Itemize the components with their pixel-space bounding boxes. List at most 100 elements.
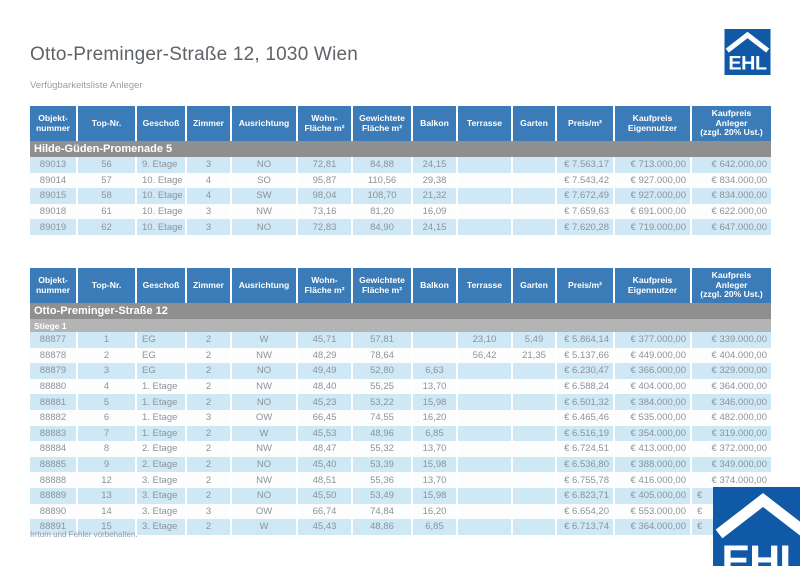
table-cell: 13 [78, 487, 137, 504]
table-cell: 66,45 [298, 409, 353, 426]
table-cell: 29,38 [413, 172, 458, 189]
table-cell: 16,20 [413, 409, 458, 426]
table-cell: SW [232, 188, 298, 204]
table-row: 89014 57 10. Etage 4 SO 95,87 110,56 29,38 € 7.5… [30, 172, 771, 189]
column-header: Gewichtete Fläche m² [353, 268, 413, 303]
table-cell: 3 [187, 157, 232, 173]
table-cell: 89014 [30, 172, 78, 189]
table-cell: 3. Etage [137, 487, 187, 504]
table-cell: € 339.000,00 [692, 332, 771, 348]
table-cell: 13,70 [413, 378, 458, 395]
table-cell: 88889 [30, 487, 78, 504]
table-cell: EG [137, 363, 187, 379]
table-cell: 24,15 [413, 219, 458, 235]
table-cell [458, 409, 513, 426]
table-cell: € 329.000,00 [692, 363, 771, 379]
table-cell: SO [232, 172, 298, 189]
table-cell: 48,96 [353, 425, 413, 442]
table-cell [513, 487, 557, 504]
table-cell: € 413.000,00 [615, 441, 692, 457]
table-cell: € 6.724,51 [557, 441, 615, 457]
table-cell: EG [137, 347, 187, 364]
table-cell [458, 172, 513, 189]
table-cell [513, 219, 557, 235]
table-cell: 84,88 [353, 157, 413, 173]
table-cell: 3 [187, 203, 232, 220]
table-row: 89015 58 10. Etage 4 SW 98,04 108,70 21,32 € 7.6… [30, 188, 771, 204]
table-cell: 16,20 [413, 503, 458, 520]
table-cell [413, 332, 458, 348]
column-header: Kaufpreis Anleger (zzgl. 20% Ust.) [692, 106, 771, 141]
column-header: Top-Nr. [78, 106, 137, 141]
table-cell: 56,42 [458, 347, 513, 364]
logo-text: EHL [722, 537, 800, 566]
column-header: Garten [513, 106, 557, 141]
table-cell: € 366.000,00 [615, 363, 692, 379]
table-cell: 5 [78, 394, 137, 410]
subsection-band: Stiege 1 [30, 319, 771, 332]
table-cell: € 388.000,00 [615, 456, 692, 473]
table-cell: 3 [187, 409, 232, 426]
table-cell [413, 347, 458, 364]
table-cell: 2. Etage [137, 441, 187, 457]
table-row: 89013 56 9. Etage 3 NO 72,81 84,88 24,15 € 7.563… [30, 157, 771, 173]
table-cell: 2 [187, 363, 232, 379]
table-row: 88879 3 EG 2 NO 49,49 52,80 6,63 € 6.230,47 € 366… [30, 363, 771, 379]
table-cell: € 449.000,00 [615, 347, 692, 364]
disclaimer-text: Irrtum und Fehler vorbehalten. [30, 530, 138, 539]
ehl-logo: EHL [724, 29, 771, 75]
table-cell: 72,81 [298, 157, 353, 173]
table-cell: 3 [187, 503, 232, 520]
table-cell: 52,80 [353, 363, 413, 379]
table-row: 88889 13 3. Etage 2 NO 45,50 53,49 15,98 € 6.823… [30, 487, 771, 504]
column-header: Zimmer [187, 106, 232, 141]
table-cell: € 7.620,28 [557, 219, 615, 235]
table-cell: NO [232, 157, 298, 173]
table-cell: EG [137, 332, 187, 348]
table-row: 88880 4 1. Etage 2 NW 48,40 55,25 13,70 € 6.588,… [30, 378, 771, 395]
table-row: 88883 7 1. Etage 2 W 45,53 48,96 6,85 € 6.516,19… [30, 425, 771, 442]
table-cell: NO [232, 394, 298, 410]
table-cell [513, 157, 557, 173]
table-cell [458, 456, 513, 473]
section-band-row: Otto-Preminger-Straße 12 [30, 303, 771, 319]
table-cell [513, 503, 557, 520]
table-cell: 88888 [30, 472, 78, 488]
table-cell [458, 157, 513, 173]
table-cell: 2 [187, 394, 232, 410]
column-header: Top-Nr. [78, 268, 137, 303]
table-cell: NO [232, 456, 298, 473]
table-cell: 13,70 [413, 472, 458, 488]
table-cell: 57 [78, 172, 137, 189]
table-row: 89018 61 10. Etage 3 NW 73,16 81,20 16,09 € 7.65… [30, 203, 771, 220]
table-cell: NO [232, 219, 298, 235]
table-cell: 89013 [30, 157, 78, 173]
table-cell: 88881 [30, 394, 78, 410]
table-cell: 15,98 [413, 394, 458, 410]
table-cell: € 405.000,00 [615, 487, 692, 504]
table-cell: 48,51 [298, 472, 353, 488]
table-cell: 2 [78, 347, 137, 364]
table-cell: W [232, 332, 298, 348]
table-cell: 3. Etage [137, 519, 187, 535]
table-cell: 95,87 [298, 172, 353, 189]
table-cell: € 416.000,00 [615, 472, 692, 488]
table-cell [458, 394, 513, 410]
table-cell: € 6.755,78 [557, 472, 615, 488]
table-cell: 6,63 [413, 363, 458, 379]
table-cell: 66,74 [298, 503, 353, 520]
table-cell: € 927.000,00 [615, 188, 692, 204]
table-cell: € 364.000,00 [692, 378, 771, 395]
house-roof-icon [715, 493, 800, 539]
table-cell: € 384.000,00 [615, 394, 692, 410]
column-header: Terrasse [458, 268, 513, 303]
table-cell: NO [232, 363, 298, 379]
table-cell: 21,32 [413, 188, 458, 204]
subsection-band-row: Stiege 1 [30, 319, 771, 332]
table-cell: 4 [187, 188, 232, 204]
table-cell [458, 219, 513, 235]
table-cell: NW [232, 472, 298, 488]
table-cell: € 6.501,32 [557, 394, 615, 410]
table-cell: 3 [187, 219, 232, 235]
